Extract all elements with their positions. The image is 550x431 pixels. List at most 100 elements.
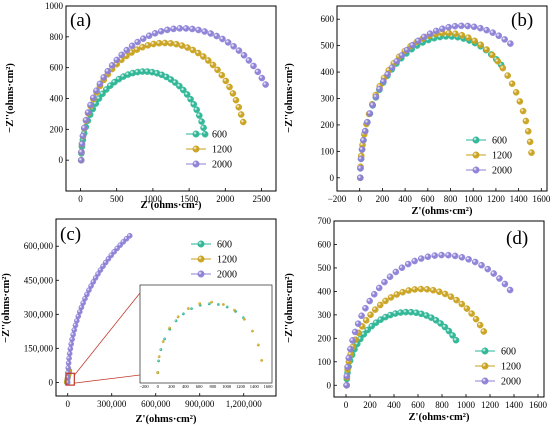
legend-label-1200: 1200 bbox=[492, 151, 512, 162]
data-point-2000 bbox=[201, 28, 208, 35]
y-axis-label-a: −Z''(ohms·cm²) bbox=[5, 63, 16, 133]
data-point-2000 bbox=[358, 146, 366, 153]
data-point-2000 bbox=[262, 81, 269, 88]
data-point-2000 bbox=[439, 25, 446, 33]
data-point-2000 bbox=[126, 232, 133, 239]
data-point-1200 bbox=[528, 149, 535, 156]
data-point-2000 bbox=[93, 87, 100, 94]
data-point-2000 bbox=[404, 260, 412, 268]
legend-marker-2000 bbox=[472, 166, 480, 174]
data-point-1200 bbox=[465, 34, 472, 41]
data-point-1200 bbox=[504, 72, 511, 79]
data-point-2000 bbox=[108, 62, 116, 69]
data-point-1200 bbox=[161, 39, 169, 47]
x-tick-label: 600 bbox=[421, 194, 435, 204]
y-tick-label: 0 bbox=[327, 380, 332, 390]
data-point-2000 bbox=[386, 273, 394, 281]
x-tick-label: 1000 bbox=[457, 400, 476, 410]
y-tick-label: 400 bbox=[321, 67, 335, 77]
x-axis-label-c: Z'(ohms·cm²) bbox=[136, 414, 197, 425]
panel-label-a: (a) bbox=[70, 10, 91, 31]
inset-point-600 bbox=[159, 348, 163, 351]
inset-x-tick-label: 0 bbox=[157, 384, 160, 389]
x-tick-label: 0 bbox=[65, 399, 70, 409]
x-tick-label: 0 bbox=[344, 400, 349, 410]
x-tick-label: −200 bbox=[328, 194, 347, 204]
data-point-1200 bbox=[472, 315, 480, 323]
x-tick-label: 1500 bbox=[180, 194, 199, 204]
data-point-1200 bbox=[405, 287, 412, 294]
data-point-2000 bbox=[123, 46, 131, 54]
data-point-1200 bbox=[235, 103, 243, 111]
legend-label-2000: 2000 bbox=[501, 377, 521, 388]
data-point-1200 bbox=[429, 286, 437, 294]
data-point-1200 bbox=[382, 297, 389, 305]
data-point-600 bbox=[432, 317, 440, 324]
y-tick-label: 500 bbox=[321, 41, 335, 51]
inset-point-600 bbox=[190, 307, 193, 311]
data-point-1200 bbox=[387, 294, 395, 301]
data-point-2000 bbox=[451, 22, 459, 30]
legend-label-1200: 1200 bbox=[501, 362, 521, 373]
data-point-2000 bbox=[97, 267, 104, 273]
data-point-1200 bbox=[522, 117, 530, 125]
data-point-2000 bbox=[219, 35, 226, 43]
data-point-2000 bbox=[170, 25, 177, 33]
data-point-1200 bbox=[453, 296, 460, 304]
data-point-2000 bbox=[354, 320, 362, 327]
legend-label-2000: 2000 bbox=[217, 270, 237, 281]
plot-frame-c bbox=[55, 218, 277, 397]
data-point-2000 bbox=[357, 155, 365, 163]
legend-label-1200: 1200 bbox=[212, 145, 232, 156]
data-point-2000 bbox=[362, 304, 369, 312]
legend-label-600: 600 bbox=[492, 136, 507, 147]
data-point-2000 bbox=[381, 278, 388, 286]
data-point-2000 bbox=[245, 57, 253, 64]
data-point-2000 bbox=[139, 35, 147, 42]
x-axis-label-a: Z'(ohms·cm²) bbox=[141, 200, 202, 211]
data-point-2000 bbox=[398, 264, 406, 272]
data-point-2000 bbox=[507, 40, 514, 47]
data-point-2000 bbox=[351, 328, 359, 336]
panel-label-b: (b) bbox=[511, 10, 533, 31]
x-tick-label: 1400 bbox=[505, 400, 524, 410]
data-point-2000 bbox=[68, 341, 74, 347]
data-point-1200 bbox=[526, 138, 534, 146]
data-point-1200 bbox=[237, 111, 245, 118]
data-point-600 bbox=[372, 319, 380, 326]
data-point-600 bbox=[190, 101, 198, 108]
data-point-1200 bbox=[441, 290, 449, 298]
data-point-1200 bbox=[226, 83, 233, 91]
data-point-2000 bbox=[65, 365, 72, 371]
data-point-2000 bbox=[364, 118, 371, 126]
panel-b: (b) −200 0 200 400 600 800 1000 1200 1400 1600 0 10… bbox=[284, 5, 550, 217]
legend-label-600: 600 bbox=[217, 240, 232, 251]
legend-marker-1200 bbox=[197, 255, 205, 263]
y-tick-label: 600 bbox=[50, 63, 64, 73]
data-point-1200 bbox=[399, 288, 406, 296]
data-point-1200 bbox=[508, 80, 516, 88]
x-tick-label: 800 bbox=[435, 400, 449, 410]
data-point-2000 bbox=[77, 156, 85, 164]
data-point-2000 bbox=[195, 26, 202, 34]
data-point-2000 bbox=[80, 124, 88, 132]
y-tick-label: 0 bbox=[59, 155, 64, 165]
data-point-600 bbox=[368, 322, 376, 330]
y-tick-label: 200 bbox=[50, 124, 64, 134]
data-point-2000 bbox=[230, 42, 237, 50]
data-point-2000 bbox=[366, 297, 373, 305]
y-tick-label: 800 bbox=[50, 32, 64, 42]
data-point-1200 bbox=[204, 57, 212, 64]
y-tick-label: 300,000 bbox=[24, 309, 54, 319]
data-point-1200 bbox=[222, 77, 230, 85]
data-point-2000 bbox=[235, 47, 243, 54]
data-point-1200 bbox=[471, 37, 478, 45]
data-point-2000 bbox=[431, 252, 439, 259]
data-point-1200 bbox=[189, 46, 197, 54]
inset-point-600 bbox=[157, 359, 160, 363]
data-point-2000 bbox=[489, 29, 497, 36]
data-point-1200 bbox=[155, 39, 163, 47]
data-point-1200 bbox=[218, 71, 226, 79]
legend-marker-600 bbox=[472, 136, 480, 144]
